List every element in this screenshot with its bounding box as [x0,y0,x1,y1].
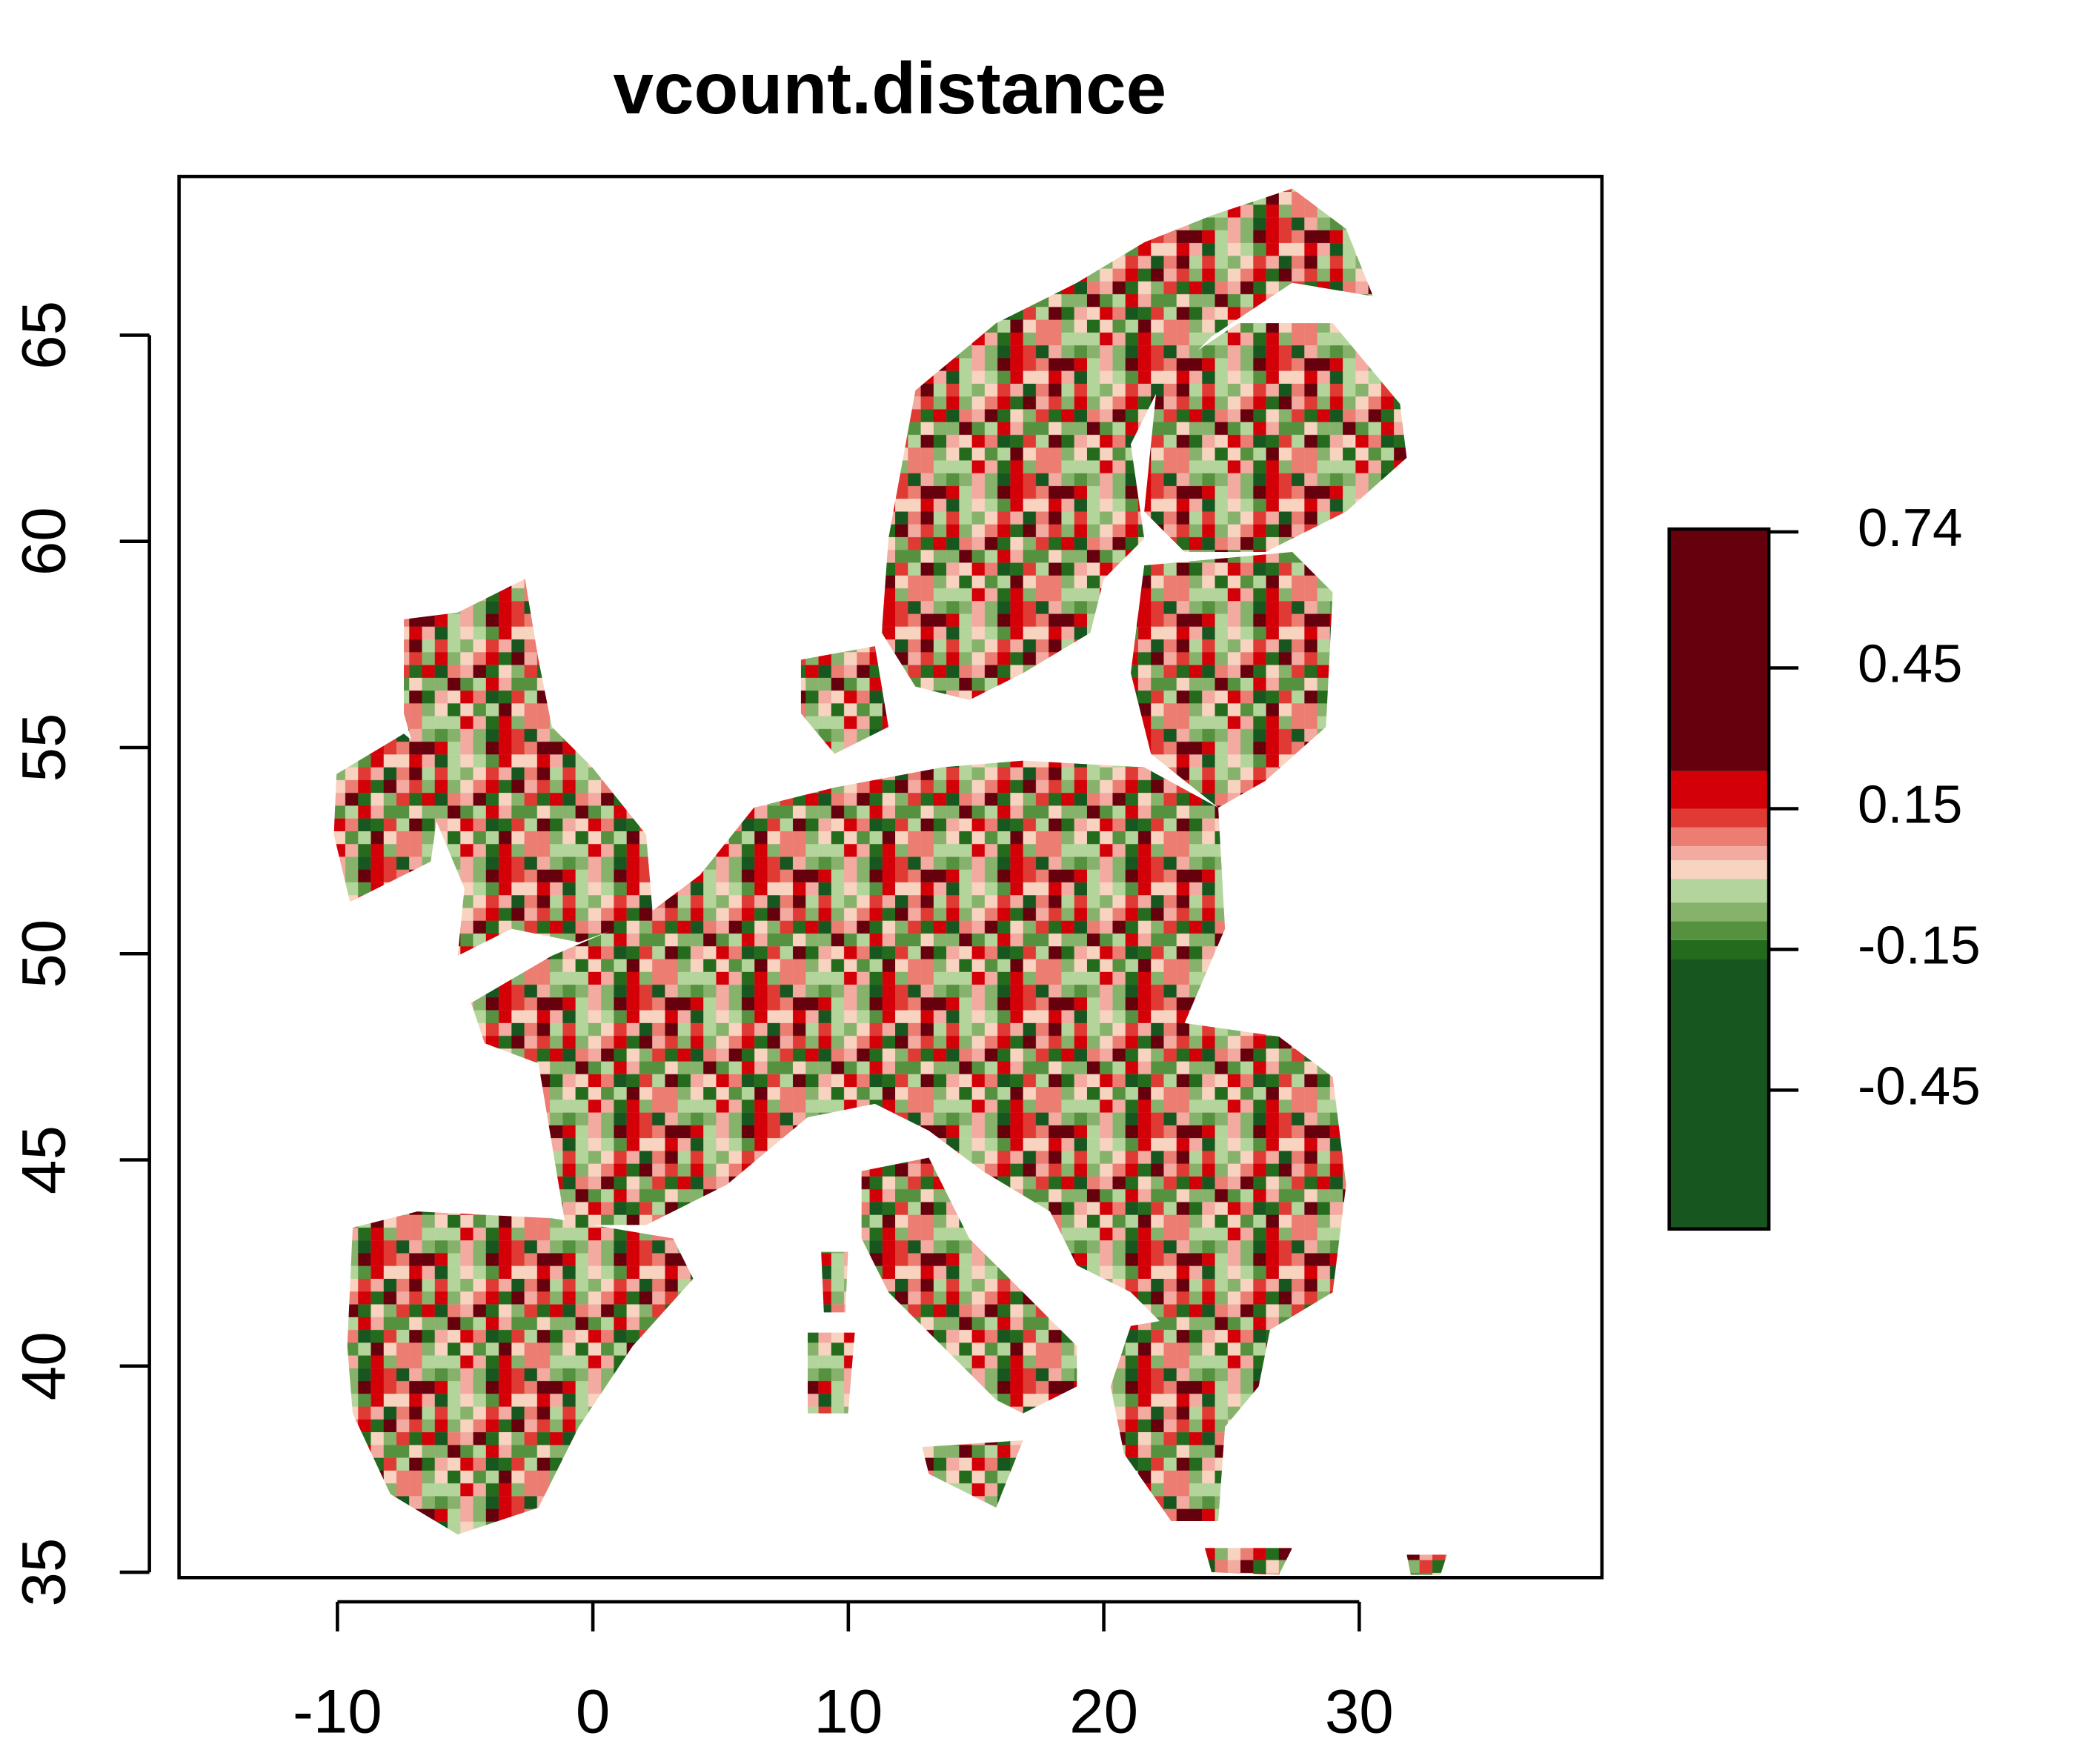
colorbar-band [1669,939,1770,959]
colorbar-band [1669,921,1770,940]
land [881,188,1373,700]
colorbar-tick-label: 0.45 [1858,634,1962,694]
colorbar-band [1669,902,1770,922]
y-tick-label: 40 [8,1331,78,1400]
land [1131,552,1333,808]
plot-frame [177,174,1604,1580]
land [333,733,445,902]
colorbar-band [1669,959,1770,1229]
x-tick-label: 20 [1069,1676,1138,1746]
map [333,188,1447,1575]
y-tick-label: 45 [8,1125,78,1194]
y-tick-label: 65 [8,301,78,370]
chart-title: vcount.distance [613,47,1166,129]
colorbar-band [1669,879,1770,903]
colorbar-tick-label: -0.15 [1858,916,1981,976]
x-tick-label: -10 [293,1676,382,1746]
land [404,579,654,956]
colorbar-frame [1667,527,1771,1231]
land [922,1440,1023,1508]
x-tick-label: 10 [814,1676,883,1746]
colorbar-tick-label: -0.45 [1858,1057,1981,1117]
colorbar-tick-label: 0.74 [1858,498,1962,558]
land [347,1211,694,1535]
colorbar-band [1669,827,1770,847]
land [1144,323,1407,552]
y-tick-label: 50 [8,919,78,988]
x-tick-label: 30 [1325,1676,1394,1746]
land [471,760,1346,1360]
land [800,646,888,754]
land [808,1332,855,1414]
y-tick-label: 60 [8,507,78,576]
x-tick-label: 0 [576,1676,610,1746]
land [861,1157,1077,1414]
land [1110,1312,1272,1521]
land [821,1251,848,1313]
y-tick-label: 35 [8,1538,78,1607]
colorbar-band [1669,808,1770,828]
land [1406,1554,1447,1575]
colorbar-band [1669,846,1770,861]
colorbar-band [1669,860,1770,879]
y-tick-label: 55 [8,713,78,782]
colorbar-band [1669,771,1770,809]
colorbar-tick-label: 0.15 [1858,775,1962,835]
colorbar-band [1669,529,1770,771]
land [1204,1548,1292,1575]
